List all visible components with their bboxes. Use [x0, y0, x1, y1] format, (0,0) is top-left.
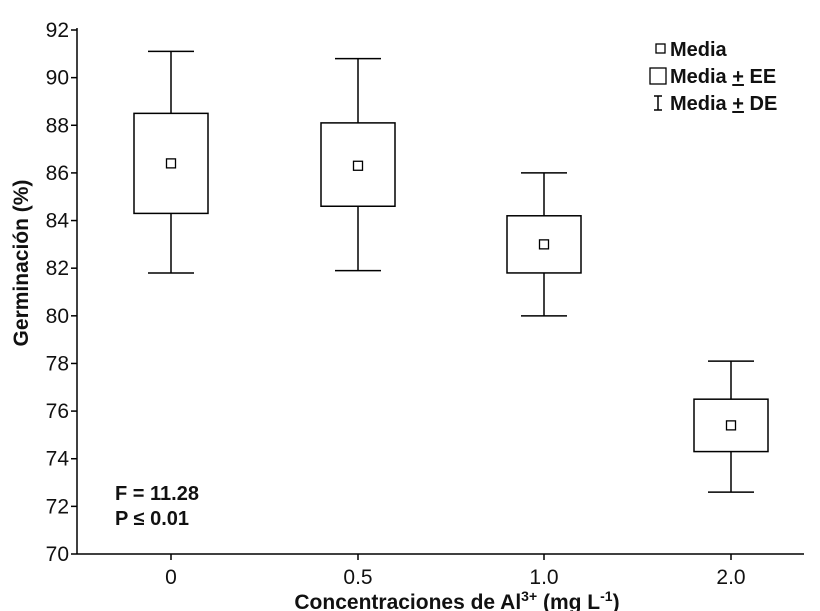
legend-de-label: Media + DE [670, 93, 777, 115]
x-axis-title-unit-close: ) [613, 591, 620, 611]
x-axis-title: Concentraciones de Al3+ (mg L-1) [294, 588, 619, 611]
x-axis-title-main: Concentraciones de Al [294, 591, 521, 611]
x-tick-label: 0 [165, 566, 177, 589]
box-group [506, 172, 582, 317]
y-tick-label: 70 [46, 543, 69, 566]
y-axis-title: Germinación (%) [10, 180, 33, 347]
legend-mean-marker [655, 43, 666, 54]
x-axis-title-sup: 3+ [521, 588, 537, 604]
box-group [320, 57, 396, 272]
y-tick-label: 76 [46, 400, 69, 423]
y-tick-label: 78 [46, 352, 69, 375]
y-tick-label: 82 [46, 257, 69, 280]
mean-marker [352, 160, 364, 171]
legend-ee-label: Media + EE [670, 66, 776, 88]
x-axis-title-unit-sup: -1 [600, 588, 613, 604]
x-axis-title-unit: (mg L [537, 591, 600, 611]
y-tick-label: 72 [46, 495, 69, 518]
legend-de-label-pm: + [732, 93, 744, 115]
legend-ee-label-pre: Media [670, 66, 732, 88]
mean-marker [538, 239, 550, 250]
box-series [133, 50, 769, 493]
y-tick-label: 86 [46, 162, 69, 185]
mean-marker [165, 158, 177, 169]
y-tick-label: 84 [46, 210, 70, 233]
legend-ee-label-post: EE [744, 66, 776, 88]
y-tick-label: 90 [46, 67, 69, 90]
y-tick-label: 74 [46, 448, 70, 471]
legend: Media Media + EE Media + DE [649, 39, 777, 115]
y-tick-label: 88 [46, 114, 69, 137]
legend-ee-label-pm: + [732, 66, 744, 88]
axes [76, 28, 804, 555]
ee-box [320, 122, 396, 208]
box-group [693, 360, 769, 493]
x-tick-label: 0.5 [343, 566, 372, 589]
y-tick-label: 92 [46, 19, 69, 42]
legend-de-label-post: DE [744, 93, 777, 115]
legend-de-label-pre: Media [670, 93, 732, 115]
x-tick-label: 2.0 [716, 566, 745, 589]
mean-marker [725, 420, 737, 431]
f-statistic: F = 11.28 [115, 483, 199, 505]
y-axis-ticks: 70 72 74 76 78 80 82 84 86 88 90 92 [46, 19, 77, 566]
y-tick-label: 80 [46, 305, 69, 328]
legend-mean-label: Media [670, 39, 728, 61]
x-axis-ticks: 0 0.5 1.0 2.0 [165, 554, 746, 589]
x-tick-label: 1.0 [529, 566, 558, 589]
legend-de-marker [654, 95, 662, 111]
box-group [133, 50, 209, 274]
legend-ee-marker [649, 67, 667, 85]
p-value: P ≤ 0.01 [115, 508, 189, 530]
